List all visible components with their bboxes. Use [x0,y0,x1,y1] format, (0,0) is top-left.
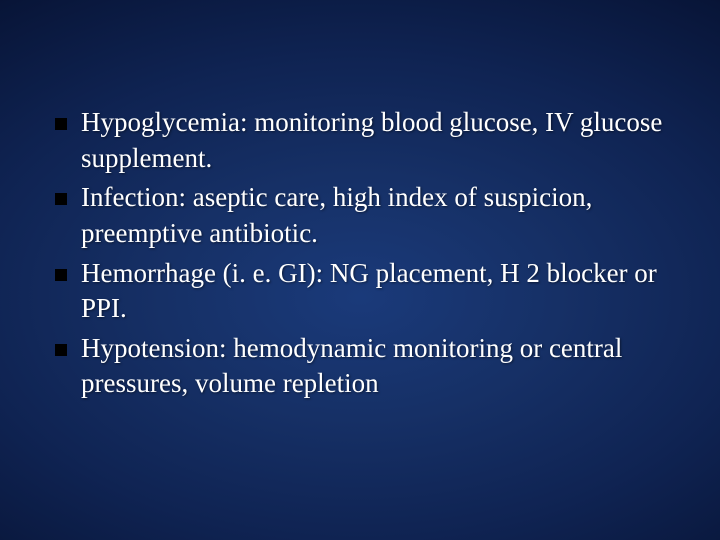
square-bullet-icon [55,193,67,205]
square-bullet-icon [55,344,67,356]
list-item: Infection: aseptic care, high index of s… [55,180,678,251]
bullet-text: Hypotension: hemodynamic monitoring or c… [81,331,678,402]
bullet-text: Hemorrhage (i. e. GI): NG placement, H 2… [81,256,678,327]
list-item: Hypotension: hemodynamic monitoring or c… [55,331,678,402]
list-item: Hypoglycemia: monitoring blood glucose, … [55,105,678,176]
bullet-text: Infection: aseptic care, high index of s… [81,180,678,251]
bullet-list: Hypoglycemia: monitoring blood glucose, … [55,105,678,406]
square-bullet-icon [55,118,67,130]
list-item: Hemorrhage (i. e. GI): NG placement, H 2… [55,256,678,327]
bullet-text: Hypoglycemia: monitoring blood glucose, … [81,105,678,176]
square-bullet-icon [55,269,67,281]
slide-container: Hypoglycemia: monitoring blood glucose, … [0,0,720,540]
